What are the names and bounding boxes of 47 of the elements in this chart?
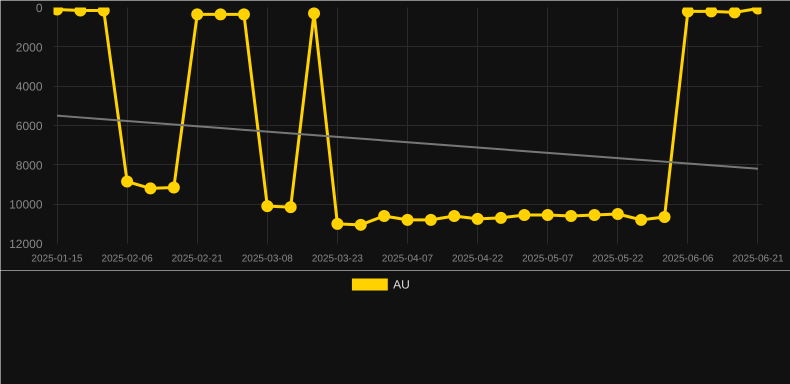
x-tick-label: 2025-05-07 — [522, 254, 574, 264]
point — [472, 212, 484, 225]
point — [378, 210, 390, 222]
legend-label: AU — [393, 278, 410, 292]
point — [658, 210, 671, 223]
point — [191, 8, 204, 20]
point — [635, 214, 648, 226]
point — [261, 200, 274, 212]
point — [588, 208, 600, 221]
point — [728, 8, 741, 18]
point — [238, 8, 250, 20]
point — [144, 182, 156, 194]
point — [121, 176, 134, 188]
point — [308, 8, 320, 20]
point — [565, 210, 578, 222]
y-tick-label: 10000 — [9, 198, 43, 212]
x-tick-label: 2025-02-06 — [102, 254, 154, 264]
x-tick-label: 2025-01-15 — [31, 254, 84, 264]
point — [214, 8, 227, 20]
x-tick-label: 2025-06-21 — [732, 254, 784, 264]
point — [402, 214, 414, 226]
y-tick-label: 8000 — [16, 158, 43, 172]
y-tick-label: 4000 — [16, 80, 43, 94]
point — [518, 208, 530, 221]
x-tick-label: 2025-05-22 — [592, 254, 644, 264]
point — [542, 208, 554, 221]
x-tick-label: 2025-04-22 — [452, 254, 504, 264]
point — [705, 8, 718, 18]
x-tick-label: 2025-03-08 — [242, 254, 294, 264]
y-tick-label: 12000 — [9, 237, 43, 251]
point — [682, 8, 694, 18]
x-tick-label: 2025-03-23 — [312, 254, 364, 264]
x-tick-label: 2025-04-07 — [382, 254, 434, 264]
x-tick-label: 2025-02-21 — [172, 254, 224, 264]
point — [612, 208, 624, 220]
point — [494, 212, 507, 224]
y-tick-label: 0 — [36, 1, 43, 15]
point — [331, 218, 344, 230]
y-tick-label: 6000 — [16, 119, 43, 133]
y-tick-label: 2000 — [16, 40, 43, 54]
point — [424, 214, 437, 226]
line-series — [56, 114, 759, 170]
point — [284, 201, 297, 214]
x-tick-label: 2025-06-06 — [662, 254, 714, 264]
point — [168, 181, 180, 194]
point — [354, 218, 367, 231]
point — [448, 210, 460, 222]
